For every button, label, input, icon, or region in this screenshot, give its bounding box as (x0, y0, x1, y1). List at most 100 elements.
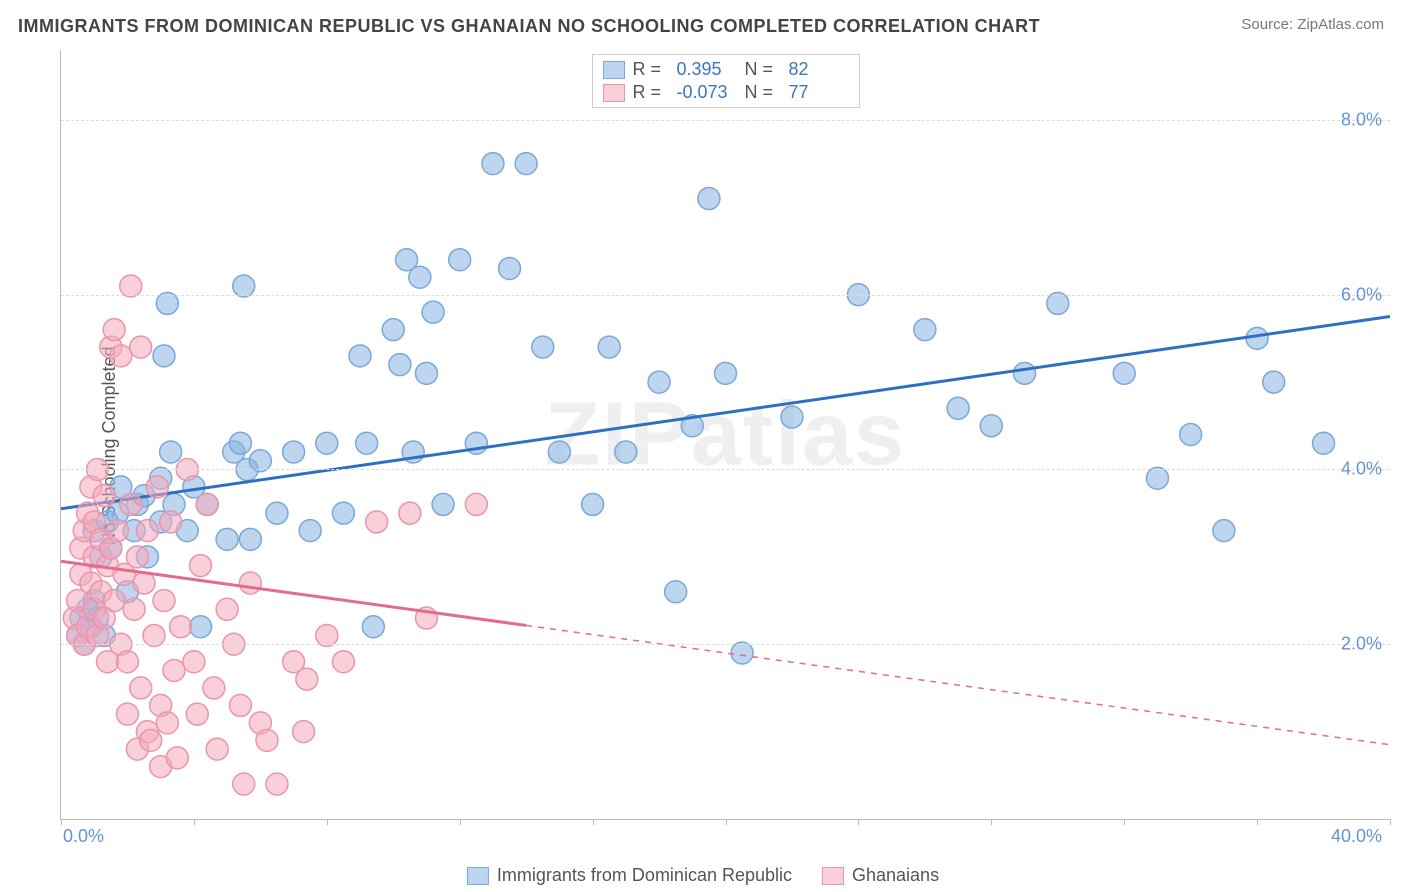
x-tick (1390, 819, 1391, 825)
plot-area: ZIPatlas 2.0%4.0%6.0%8.0% 0.0% 40.0% R =… (60, 50, 1390, 820)
data-point (731, 642, 753, 664)
n-value-2: 77 (789, 82, 849, 103)
series-legend: Immigrants from Dominican Republic Ghana… (467, 865, 939, 886)
data-point (548, 441, 570, 463)
n-label-1: N = (745, 59, 781, 80)
gridline-h (61, 295, 1390, 296)
data-point (465, 493, 487, 515)
data-point (143, 624, 165, 646)
data-point (389, 354, 411, 376)
x-tick (991, 819, 992, 825)
data-point (715, 362, 737, 384)
source-label: Source: (1241, 16, 1293, 33)
x-tick (460, 819, 461, 825)
data-point (415, 362, 437, 384)
data-point (136, 520, 158, 542)
data-point (947, 397, 969, 419)
data-point (698, 188, 720, 210)
swatch-bottom-2 (822, 867, 844, 885)
data-point (582, 493, 604, 515)
data-point (422, 301, 444, 323)
data-point (206, 738, 228, 760)
legend-row-series-1: R = 0.395 N = 82 (603, 59, 849, 80)
data-point (186, 703, 208, 725)
chart-title: IMMIGRANTS FROM DOMINICAN REPUBLIC VS GH… (18, 16, 1040, 37)
y-tick-label: 4.0% (1341, 459, 1382, 480)
r-label-1: R = (633, 59, 669, 80)
r-value-1: 0.395 (677, 59, 737, 80)
gridline-h (61, 120, 1390, 121)
data-point (316, 432, 338, 454)
data-point (1047, 292, 1069, 314)
source-name: ZipAtlas.com (1297, 16, 1384, 33)
data-point (116, 703, 138, 725)
x-axis-min-label: 0.0% (63, 826, 104, 847)
data-point (1213, 520, 1235, 542)
data-point (256, 729, 278, 751)
x-tick (1124, 819, 1125, 825)
data-point (781, 406, 803, 428)
data-point (1146, 467, 1168, 489)
data-point (153, 345, 175, 367)
r-label-2: R = (633, 82, 669, 103)
data-point (160, 441, 182, 463)
data-point (190, 555, 212, 577)
data-point (229, 432, 251, 454)
x-tick (593, 819, 594, 825)
data-point (409, 266, 431, 288)
data-point (103, 319, 125, 341)
data-point (598, 336, 620, 358)
data-point (216, 598, 238, 620)
data-point (120, 493, 142, 515)
x-tick (327, 819, 328, 825)
data-point (1113, 362, 1135, 384)
data-point (166, 747, 188, 769)
swatch-series-2 (603, 84, 625, 102)
data-point (432, 493, 454, 515)
data-point (233, 773, 255, 795)
data-point (110, 345, 132, 367)
data-point (648, 371, 670, 393)
legend-item-series-2: Ghanaians (822, 865, 939, 886)
data-point (170, 616, 192, 638)
data-point (665, 581, 687, 603)
data-point (332, 651, 354, 673)
data-point (980, 415, 1002, 437)
x-tick (726, 819, 727, 825)
data-point (130, 336, 152, 358)
data-point (103, 590, 125, 612)
data-point (266, 773, 288, 795)
data-point (120, 275, 142, 297)
data-point (293, 721, 315, 743)
data-point (316, 624, 338, 646)
data-point (349, 345, 371, 367)
data-point (482, 153, 504, 175)
gridline-h (61, 469, 1390, 470)
legend-label-2: Ghanaians (852, 865, 939, 886)
data-point (449, 249, 471, 271)
data-point (239, 572, 261, 594)
data-point (123, 598, 145, 620)
data-point (283, 441, 305, 463)
data-point (399, 502, 421, 524)
data-point (532, 336, 554, 358)
data-point (116, 651, 138, 673)
data-point (160, 511, 182, 533)
swatch-bottom-1 (467, 867, 489, 885)
data-point (229, 694, 251, 716)
data-point (156, 292, 178, 314)
data-point (156, 712, 178, 734)
data-point (615, 441, 637, 463)
data-point (366, 511, 388, 533)
data-point (515, 153, 537, 175)
trend-line (61, 317, 1390, 509)
data-point (163, 659, 185, 681)
data-point (93, 485, 115, 507)
data-point (356, 432, 378, 454)
data-point (126, 546, 148, 568)
data-point (190, 616, 212, 638)
x-tick (194, 819, 195, 825)
data-point (499, 257, 521, 279)
chart-svg (61, 50, 1390, 819)
y-tick-label: 8.0% (1341, 109, 1382, 130)
